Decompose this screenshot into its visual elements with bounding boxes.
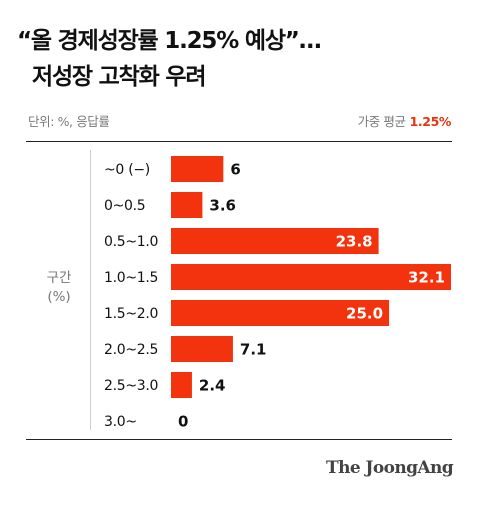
category-label: 0~0.5 — [104, 198, 145, 214]
data-label: 2.4 — [199, 377, 226, 395]
y-axis-label-line2: (%) — [47, 289, 71, 305]
category-label: 2.0~2.5 — [104, 342, 158, 358]
category-label: 0.5~1.0 — [104, 234, 158, 250]
category-label: 3.0~ — [104, 414, 137, 430]
data-label: 6 — [230, 161, 240, 179]
data-label: 3.6 — [209, 197, 236, 215]
chart-title-line1: “올 경제성장률 1.25% 예상”… — [17, 28, 322, 54]
bar — [171, 156, 224, 182]
unit-note: 단위: %, 응답률 — [28, 114, 110, 129]
category-label: ~0 (−) — [104, 162, 150, 178]
bar — [171, 264, 451, 290]
data-label: 0 — [178, 413, 188, 431]
bar — [171, 192, 203, 218]
data-label: 32.1 — [408, 269, 445, 287]
bar — [171, 228, 379, 254]
average-value: 1.25% — [409, 114, 452, 129]
data-label: 7.1 — [240, 341, 267, 359]
bar — [171, 300, 390, 326]
average-note: 가중 평균 1.25% — [357, 113, 452, 131]
y-axis-label-line1: 구간 — [46, 270, 72, 286]
chart-title-line2: 저성장 고착화 우려 — [32, 64, 206, 90]
bar — [171, 372, 192, 398]
data-label: 23.8 — [336, 233, 373, 251]
axis-divider — [90, 150, 91, 430]
bar — [171, 336, 233, 362]
top-rule — [26, 141, 452, 142]
category-label: 1.0~1.5 — [104, 270, 158, 286]
average-label: 가중 평균 — [357, 114, 406, 129]
y-axis-label: 구간 (%) — [35, 269, 83, 307]
category-label: 1.5~2.0 — [104, 306, 158, 322]
category-label: 2.5~3.0 — [104, 378, 158, 394]
bottom-rule — [26, 439, 452, 440]
source-logo: The JoongAng — [326, 458, 454, 478]
data-label: 25.0 — [346, 305, 383, 323]
